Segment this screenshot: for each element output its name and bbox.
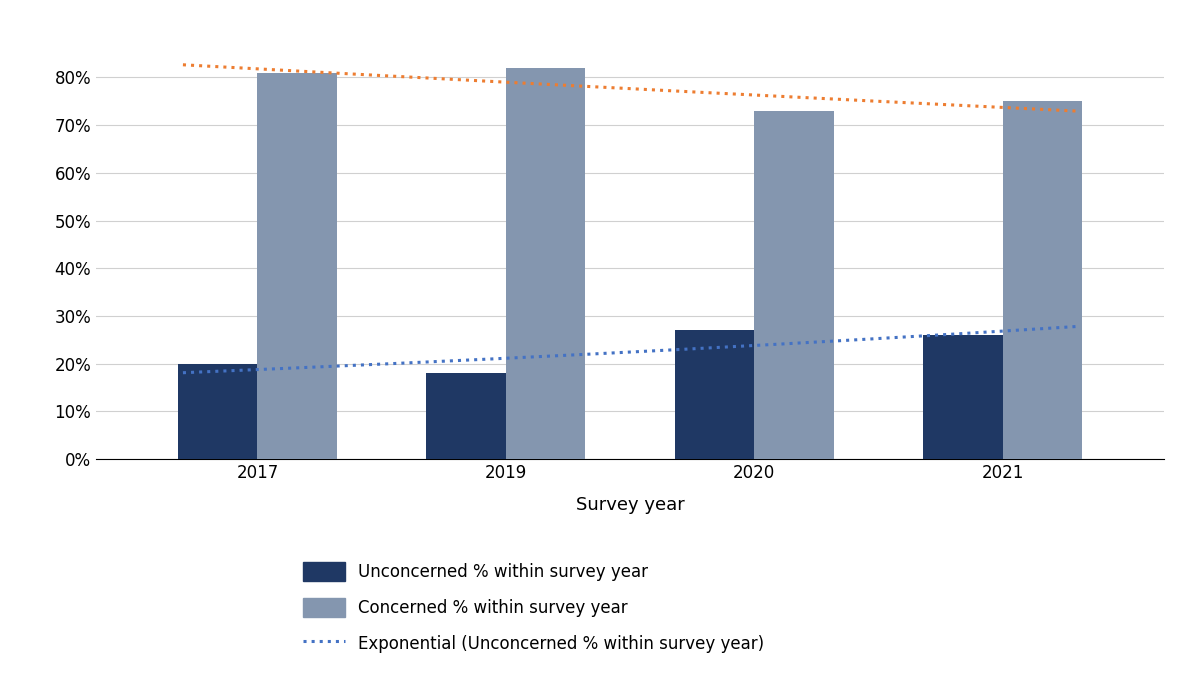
Bar: [506, 68, 586, 459]
X-axis label: Survey year: Survey year: [576, 495, 684, 514]
Bar: [674, 330, 754, 459]
Bar: [426, 373, 506, 459]
Legend: Unconcerned % within survey year, Concerned % within survey year, Exponential (U: Unconcerned % within survey year, Concer…: [296, 555, 772, 659]
Bar: [754, 111, 834, 459]
Bar: [178, 364, 258, 459]
Bar: [258, 73, 337, 459]
Bar: [923, 335, 1002, 459]
Bar: [1002, 101, 1082, 459]
